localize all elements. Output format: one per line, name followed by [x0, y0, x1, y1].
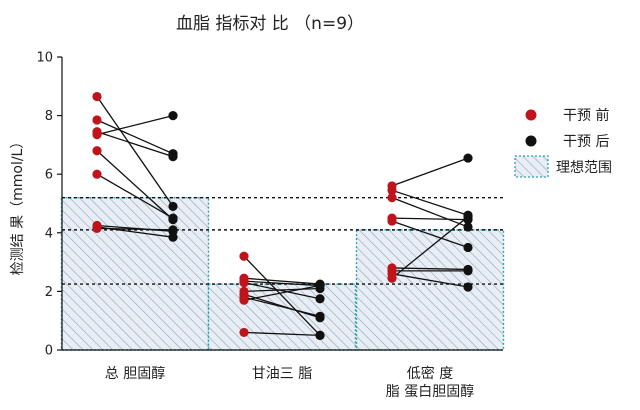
point-after	[463, 212, 473, 222]
point-after	[315, 280, 325, 291]
point-after	[168, 201, 178, 212]
ideal-range-box	[60, 196, 210, 351]
y-tick-label: 8	[45, 109, 53, 124]
points-layer	[92, 91, 473, 340]
ideal-range-box	[207, 283, 357, 351]
point-after	[463, 266, 473, 276]
point-after	[168, 225, 178, 235]
point-before	[239, 327, 249, 338]
point-before	[92, 115, 102, 125]
paired-line	[243, 280, 321, 287]
paired-line	[391, 189, 469, 216]
paired-line	[96, 119, 174, 155]
paired-line	[96, 96, 174, 207]
guide-line-layer	[62, 196, 503, 285]
point-before	[239, 251, 249, 261]
point-before	[387, 185, 397, 195]
legend-after-label: 干预 后	[563, 134, 609, 150]
paired-line	[391, 220, 469, 249]
point-after	[463, 242, 473, 253]
paired-line	[96, 114, 174, 136]
point-before	[92, 169, 102, 179]
category-labels: 总 胆固醇 甘油三 脂 低密 度脂 蛋白胆固醇	[105, 365, 474, 400]
y-tick-label: 2	[45, 285, 53, 300]
category-label: 脂 蛋白胆固醇	[386, 383, 474, 400]
y-axis: 0 2 4 6 8 10	[36, 51, 503, 359]
paired-lines-layer	[96, 96, 469, 336]
paired-line	[96, 131, 174, 158]
y-axis-label: 检测结 果（mmol/L）	[10, 135, 26, 276]
paired-line	[96, 224, 174, 232]
paired-line	[96, 227, 174, 231]
paired-line	[243, 296, 321, 317]
paired-line	[391, 273, 469, 288]
point-before	[387, 193, 397, 203]
point-before	[92, 130, 102, 140]
category-label: 低密 度	[407, 365, 453, 382]
point-before	[239, 295, 249, 305]
point-after	[168, 232, 178, 242]
point-before	[387, 273, 397, 283]
paired-line	[243, 331, 321, 336]
legend-ideal-marker	[514, 155, 549, 178]
category-label: 总 胆固醇	[105, 365, 165, 382]
paired-line	[243, 287, 321, 293]
paired-line	[391, 157, 469, 187]
y-tick-label: 0	[45, 344, 53, 359]
legend-before-label: 干预 前	[563, 107, 609, 124]
legend-ideal-label: 理想范围	[556, 159, 612, 176]
point-after	[315, 311, 325, 321]
ideal-range-box	[355, 229, 505, 351]
legend: 干预 前 干预 后 理想范围	[514, 107, 612, 178]
paired-line	[243, 255, 321, 336]
point-before	[92, 223, 102, 234]
point-before	[92, 91, 102, 102]
point-after	[315, 294, 325, 304]
category-label: 甘油三 脂	[252, 366, 312, 382]
ideal-range-layer	[60, 196, 505, 351]
legend-after-marker	[525, 135, 537, 147]
paired-line	[391, 217, 469, 221]
paired-line	[243, 284, 321, 301]
legend-before-marker	[525, 109, 537, 121]
paired-line	[391, 197, 469, 228]
point-after	[463, 153, 473, 163]
paired-line	[96, 173, 174, 219]
y-tick-label: 6	[45, 168, 53, 183]
y-tick-label: 10	[36, 51, 53, 66]
point-after	[168, 111, 178, 121]
paired-line	[243, 281, 321, 300]
point-after	[463, 282, 473, 292]
paired-line	[96, 150, 174, 221]
point-after	[168, 213, 178, 223]
paired-line	[391, 216, 469, 279]
point-before	[92, 146, 102, 156]
point-before	[239, 276, 249, 286]
point-before	[387, 216, 397, 226]
y-tick-label: 4	[45, 226, 53, 241]
point-after	[463, 222, 473, 232]
paired-line	[243, 277, 321, 285]
chart-title: 血脂 指标对 比 （n=9）	[176, 14, 364, 34]
point-after	[315, 330, 325, 340]
point-after	[168, 152, 178, 162]
